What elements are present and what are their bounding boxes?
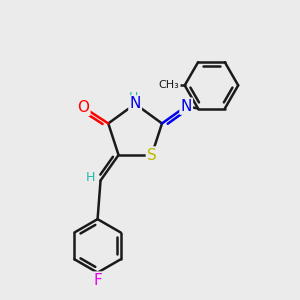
Text: CH₃: CH₃ xyxy=(159,80,180,90)
Text: N: N xyxy=(130,96,141,111)
Text: O: O xyxy=(77,100,89,115)
Text: H: H xyxy=(85,171,95,184)
Text: F: F xyxy=(93,273,102,288)
Text: N: N xyxy=(181,99,192,114)
Text: H: H xyxy=(129,91,138,104)
Text: S: S xyxy=(147,148,157,163)
